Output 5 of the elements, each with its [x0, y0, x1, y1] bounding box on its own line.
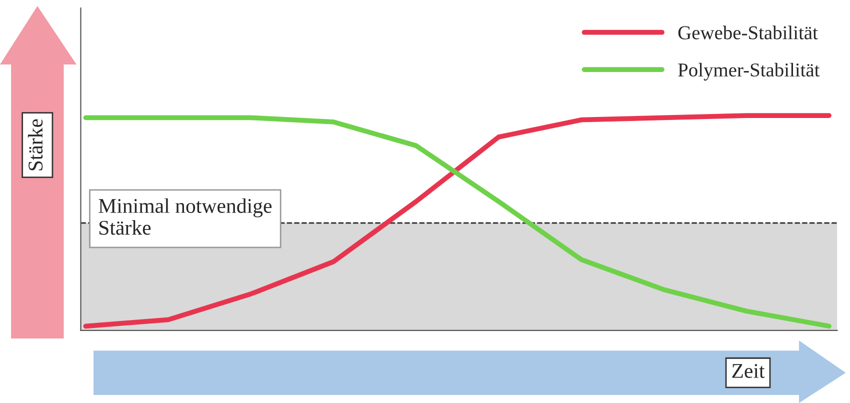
legend-label: Polymer-Stabilität	[678, 62, 820, 81]
legend-label: Gewebe-Stabilität	[678, 26, 818, 40]
band-label: Minimal notwendige Stärke	[98, 198, 272, 235]
x-axis-title: Zeit	[732, 364, 765, 378]
y-axis-title: Stärke	[28, 119, 43, 170]
